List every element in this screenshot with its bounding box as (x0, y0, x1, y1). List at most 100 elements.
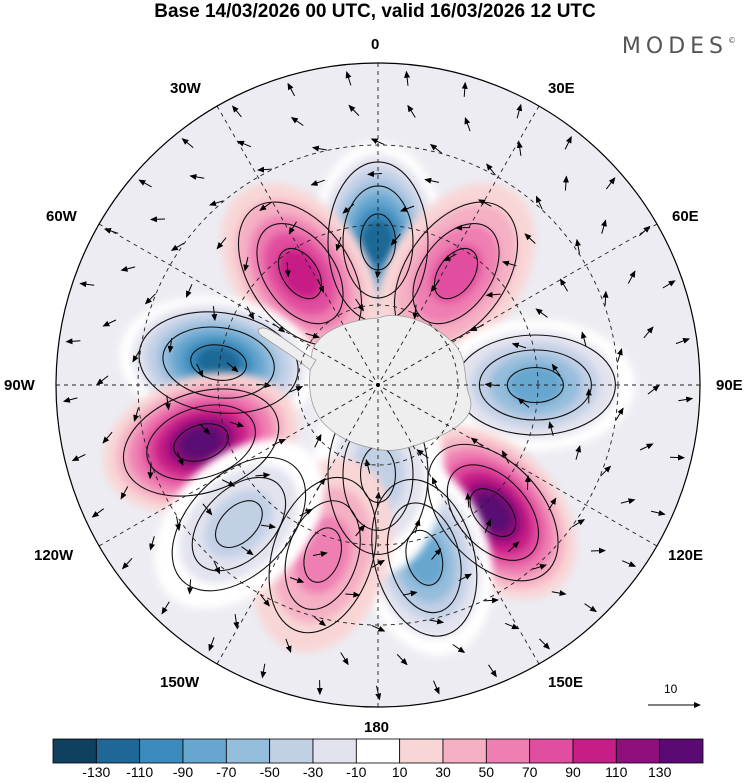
streamline (268, 476, 377, 634)
wind-vector (430, 279, 440, 293)
colorbar-label-0: -130 (82, 764, 111, 780)
wind-vector (287, 82, 296, 97)
streamline (303, 527, 343, 583)
wind-vector (138, 179, 152, 188)
streamline (386, 502, 462, 614)
wind-vector (233, 614, 240, 630)
wind-vector (355, 298, 364, 312)
colorbar-swatch-6 (312, 738, 357, 764)
colorbar-swatch-3 (182, 738, 227, 764)
wind-vector (551, 363, 561, 377)
colorbar-swatch-12 (572, 738, 617, 764)
streamline (191, 476, 287, 572)
wind-vector (189, 173, 205, 180)
wind-vector (120, 486, 129, 500)
wind-vector (345, 71, 352, 86)
wind-vector (584, 603, 597, 613)
wind-vector (120, 265, 136, 272)
colorbar-swatch-4 (225, 738, 271, 764)
wind-vector (364, 458, 371, 474)
wind-vector (390, 233, 401, 246)
wind-vector (504, 622, 519, 630)
wind-vector (345, 591, 361, 598)
wind-vector (185, 283, 193, 298)
wind-vector (602, 290, 609, 306)
wind-vector (571, 519, 586, 528)
map-title: Base 14/03/2026 00 UTC, valid 16/03/2026… (154, 1, 596, 22)
wind-vector (501, 260, 517, 267)
wind-vector (539, 638, 551, 650)
streamline (478, 349, 592, 421)
anomaly-contour (277, 248, 323, 300)
wind-vector (508, 541, 520, 552)
colorbar-swatch-1 (95, 738, 141, 764)
wind-vector (429, 618, 445, 625)
wind-vector (231, 105, 242, 118)
wind-vector (443, 253, 457, 262)
wind-vector (259, 201, 272, 211)
wind-vector (675, 338, 691, 345)
wind-vector (289, 577, 305, 584)
lon-label-180: 180 (364, 719, 390, 736)
wind-vector (605, 177, 616, 190)
wind-vector (399, 205, 415, 212)
colorbar-label-12: 110 (605, 764, 628, 780)
wind-vector (485, 291, 501, 298)
antarctica-landmass (309, 315, 472, 451)
wind-vector (288, 221, 297, 235)
wind-vector (289, 386, 304, 393)
colorbar-label-5: -30 (302, 764, 324, 780)
streamline (256, 222, 344, 325)
wind-vector (643, 326, 654, 339)
streamline (284, 500, 361, 610)
streamline (433, 248, 479, 300)
wind-vector (314, 433, 322, 448)
streamline (215, 500, 263, 548)
wind-vector (260, 663, 267, 679)
wind-vector (149, 536, 155, 551)
wind-vector (79, 281, 95, 288)
wind-vector (516, 140, 523, 156)
streamline (446, 464, 540, 561)
wind-vector (196, 363, 204, 378)
wind-vector (237, 140, 252, 148)
wind-vector (412, 304, 419, 320)
wind-vector (255, 472, 271, 479)
colorbar-label-13: 130 (648, 764, 672, 780)
lon-label-90w: 90W (4, 377, 35, 394)
wind-vector (355, 524, 366, 537)
wind-vector (375, 491, 382, 507)
wind-vector (524, 233, 536, 244)
wind-vector (161, 601, 170, 615)
wind-vector (524, 474, 531, 490)
wind-vector (62, 396, 78, 403)
colorbar-label-7: 10 (391, 764, 408, 780)
wind-vector (312, 551, 328, 557)
wind-vector (202, 503, 213, 516)
wind-vector (575, 238, 581, 254)
logo-text: MODES (621, 34, 728, 59)
wind-vector (147, 464, 154, 480)
wind-vector (590, 547, 606, 554)
wind-vector (133, 407, 140, 422)
wind-vector (429, 143, 443, 154)
wind-vector (243, 256, 250, 272)
wind-vector (348, 104, 360, 116)
wind-vector (213, 560, 221, 575)
wind-vector (371, 624, 386, 632)
wind-vector (678, 396, 694, 403)
wind-vector (662, 280, 676, 289)
wind-vector (367, 171, 382, 178)
wind-vector (375, 685, 382, 701)
wind-vector (402, 590, 418, 597)
wind-vector (532, 563, 547, 570)
streamline (162, 326, 275, 399)
wind-vector (551, 590, 567, 597)
wind-vector (176, 451, 184, 466)
anomaly-contour (178, 425, 224, 460)
colorbar-label-11: 90 (565, 764, 581, 780)
wind-vector (488, 664, 497, 678)
wind-vector (71, 454, 86, 462)
wind-vector (261, 523, 277, 530)
wind-vector (313, 616, 327, 627)
